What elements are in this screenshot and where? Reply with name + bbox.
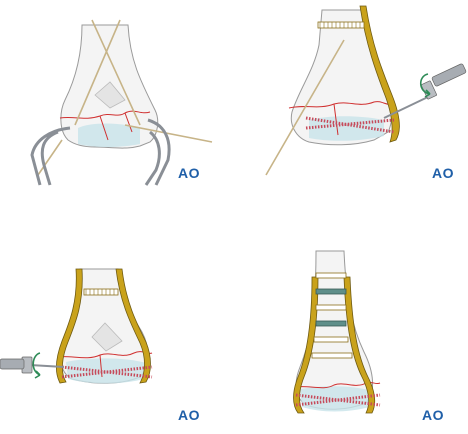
step-4-panel: AO bbox=[234, 217, 468, 434]
kirschner-wire-icon bbox=[37, 139, 63, 176]
bone-plate-icon bbox=[56, 268, 83, 384]
bone-plate-icon bbox=[343, 276, 376, 414]
rotation-arrow-icon bbox=[32, 352, 41, 379]
olecranon-fossa bbox=[94, 81, 126, 109]
articular-cartilage bbox=[309, 116, 384, 141]
fracture-line bbox=[288, 101, 393, 136]
olecranon-fossa bbox=[91, 322, 123, 352]
step-2-panel: AO bbox=[234, 0, 468, 217]
ao-logo: AO bbox=[178, 165, 200, 181]
bone-plate-icon bbox=[115, 268, 151, 384]
step-1-illustration bbox=[30, 19, 213, 186]
bone-plate-icon bbox=[293, 276, 319, 414]
bone-screw bbox=[317, 21, 365, 29]
reduction-clamp-icon bbox=[144, 118, 171, 186]
kirschner-wire-icon bbox=[265, 39, 345, 176]
step-2-illustration bbox=[265, 5, 467, 176]
kirschner-wire-icon bbox=[74, 19, 121, 126]
distal-screws bbox=[61, 365, 153, 379]
ao-logo: AO bbox=[178, 407, 200, 423]
step-1-panel: AO bbox=[0, 0, 234, 217]
kirschner-wire-icon bbox=[91, 19, 141, 126]
fracture-line bbox=[59, 110, 151, 141]
step-4-illustration bbox=[293, 250, 381, 414]
bone-screw bbox=[83, 288, 119, 296]
shaft-screws bbox=[311, 272, 353, 359]
ao-logo: AO bbox=[432, 165, 454, 181]
bone-plate-icon bbox=[359, 5, 400, 143]
articular-cartilage bbox=[78, 123, 140, 147]
reduction-clamp-icon bbox=[30, 126, 71, 186]
articular-cartilage bbox=[66, 358, 146, 384]
distal-screws bbox=[295, 393, 381, 407]
drill-icon bbox=[383, 63, 467, 119]
ao-logo: AO bbox=[422, 407, 444, 423]
rotation-arrow-icon bbox=[419, 73, 431, 98]
step-3-panel: AO bbox=[0, 217, 234, 434]
step-3-illustration bbox=[0, 268, 153, 384]
fracture-line bbox=[295, 381, 381, 389]
drill-icon bbox=[0, 356, 65, 374]
kirschner-wire-icon bbox=[124, 124, 213, 143]
